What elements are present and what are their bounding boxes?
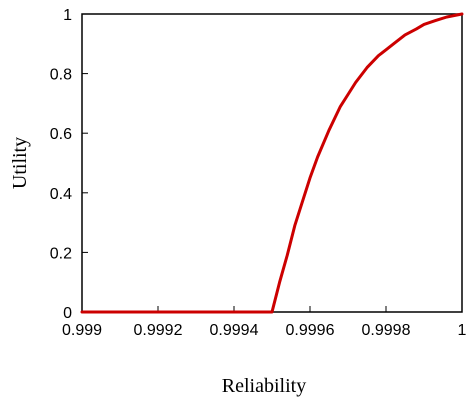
x-axis-title: Reliability	[222, 375, 306, 397]
y-tick-label: 0.2	[50, 245, 72, 262]
x-tick-label: 1	[458, 322, 467, 339]
x-tick-labels: 0.999 0.9992 0.9994 0.9996 0.9998 1	[62, 322, 467, 339]
x-tick-label: 0.999	[62, 322, 102, 339]
axis-ticks	[81, 13, 463, 313]
y-tick-label: 0.6	[50, 126, 72, 143]
x-tick-label: 0.9992	[134, 322, 183, 339]
x-tick-label: 0.9998	[362, 322, 411, 339]
y-tick-label: 0	[63, 305, 72, 322]
y-tick-labels: 0 0.2 0.4 0.6 0.8 1	[50, 7, 72, 322]
x-tick-label: 0.9994	[210, 322, 259, 339]
y-tick-label: 0.8	[50, 67, 72, 84]
y-axis-title: Utility	[9, 137, 31, 189]
plot-frame	[81, 13, 463, 313]
y-tick-label: 0.4	[50, 186, 72, 203]
y-tick-label: 1	[63, 7, 72, 24]
utility-curve	[80, 12, 464, 314]
x-tick-label: 0.9996	[286, 322, 335, 339]
